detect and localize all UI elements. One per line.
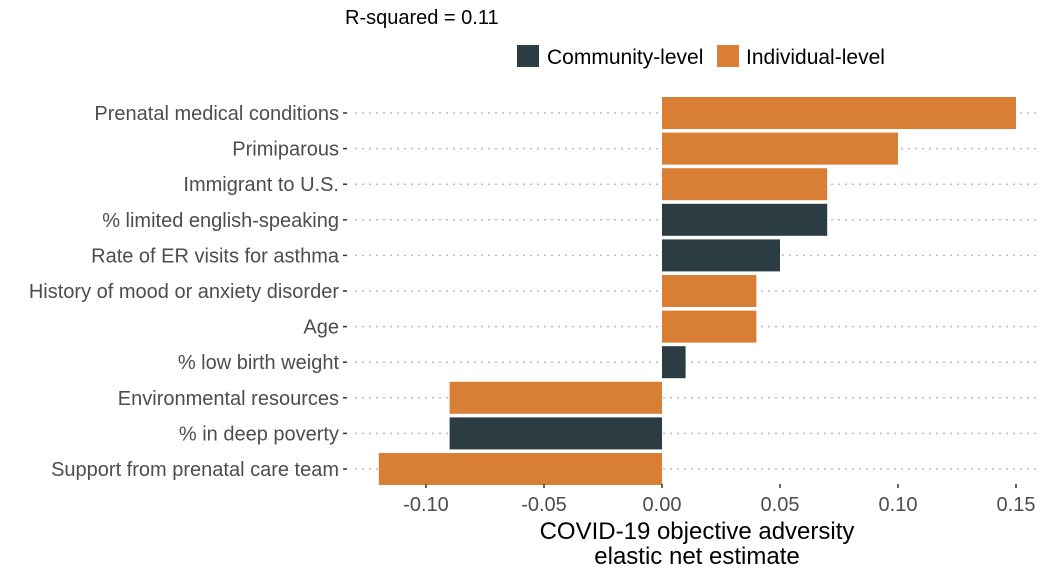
legend-swatch-individual <box>717 45 739 67</box>
legend-label-individual: Individual-level <box>746 46 885 69</box>
bar-support-from-prenatal-care-team <box>378 453 662 485</box>
x-axis-title-line1: COVID-19 objective adversity <box>540 518 855 545</box>
x-axis-title-line2: elastic net estimate <box>594 543 799 570</box>
bar-age <box>662 310 757 343</box>
bar-rate-of-er-visits-for-asthma <box>662 239 780 272</box>
bar-prenatal-medical-conditions <box>662 97 1016 129</box>
legend: Community-level Individual-level <box>517 45 885 69</box>
category-label-age: Age <box>303 317 339 339</box>
category-label-rate-of-er-visits-for-asthma: Rate of ER visits for asthma <box>91 245 340 267</box>
chart-subtitle: R-squared = 0.11 <box>345 7 499 29</box>
category-label-low-birth-weight: % low birth weight <box>178 352 340 374</box>
category-label-limited-english-speaking: % limited english-speaking <box>102 210 339 232</box>
category-label-in-deep-poverty: % in deep poverty <box>179 423 339 445</box>
category-label-prenatal-medical-conditions: Prenatal medical conditions <box>94 103 339 125</box>
x-tick-label: 0.05 <box>761 494 800 516</box>
x-axis-ticks: -0.10 -0.05 0.00 0.05 0.10 0.15 <box>403 484 1035 516</box>
x-tick-label: 0.00 <box>643 494 682 516</box>
legend-label-community: Community-level <box>547 46 703 69</box>
category-label-primiparous: Primiparous <box>232 139 339 161</box>
bar-limited-english-speaking <box>662 203 828 236</box>
bar-immigrant-to-u-s <box>662 168 828 201</box>
category-label-immigrant-to-u-s: Immigrant to U.S. <box>183 174 339 196</box>
bar-history-of-mood-or-anxiety-disorder <box>662 275 757 307</box>
x-tick-label: 0.10 <box>879 494 918 516</box>
category-labels: Prenatal medical conditions Primiparous Im… <box>29 103 340 481</box>
category-label-environmental-resources: Environmental resources <box>118 388 339 410</box>
x-tick-label: -0.05 <box>521 494 567 516</box>
gridlines <box>343 112 1040 470</box>
x-tick-label: 0.15 <box>997 494 1036 516</box>
category-label-history-of-mood-or-anxiety-disorder: History of mood or anxiety disorder <box>29 281 339 303</box>
category-label-support-from-prenatal-care-team: Support from prenatal care team <box>51 459 339 481</box>
legend-swatch-community <box>517 45 539 67</box>
x-tick-label: -0.10 <box>403 494 449 516</box>
bar-low-birth-weight <box>662 346 686 379</box>
bar-in-deep-poverty <box>449 417 662 450</box>
bars <box>378 97 1016 485</box>
bar-primiparous <box>662 132 898 165</box>
bar-environmental-resources <box>449 381 662 414</box>
